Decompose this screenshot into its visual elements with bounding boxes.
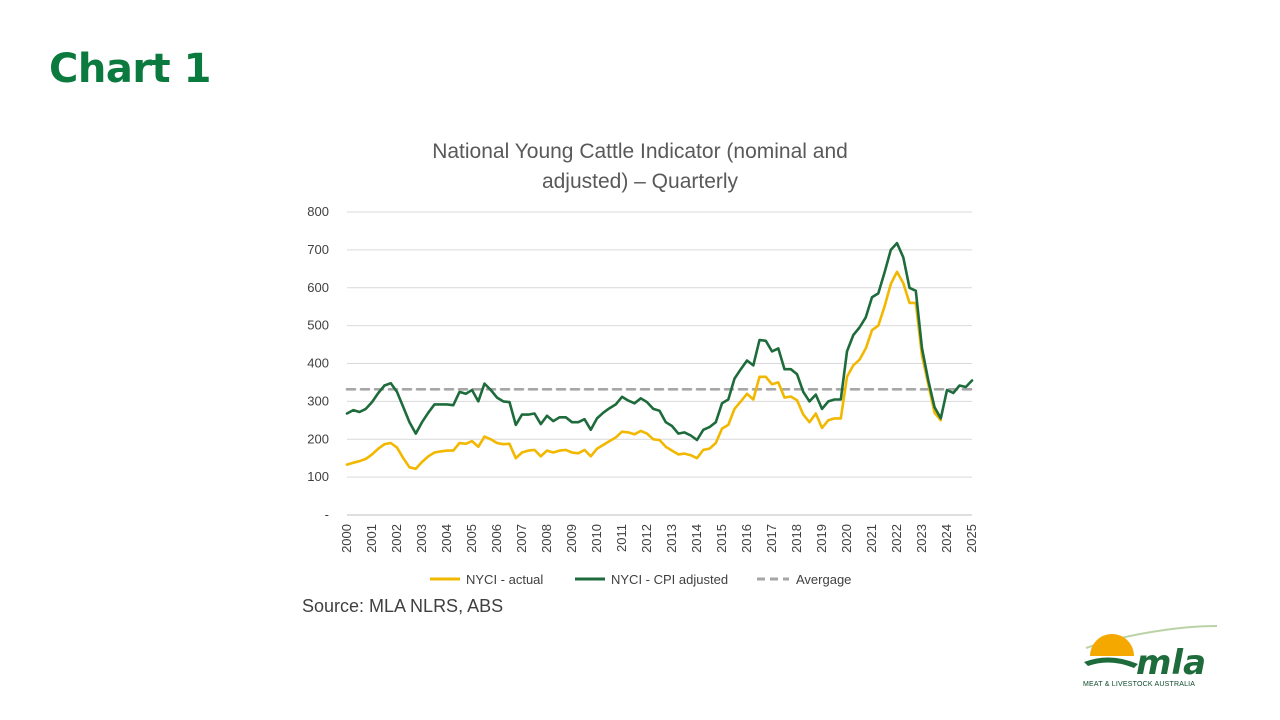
legend-label-adjusted: NYCI - CPI adjusted — [611, 572, 728, 587]
x-tick-label: 2025 — [964, 524, 979, 553]
x-tick-label: 2021 — [864, 524, 879, 553]
x-tick-label: 2013 — [664, 524, 679, 553]
source-note: Source: MLA NLRS, ABS — [302, 596, 504, 616]
x-tick-label: 2016 — [739, 524, 754, 553]
y-tick-label: 800 — [307, 204, 329, 219]
x-tick-label: 2024 — [939, 524, 954, 553]
y-tick-label: 500 — [307, 318, 329, 333]
logo-hill — [1084, 657, 1138, 668]
logo-tagline: MEAT & LIVESTOCK AUSTRALIA — [1083, 681, 1196, 688]
x-tick-label: 2018 — [789, 524, 804, 553]
x-tick-label: 2005 — [464, 524, 479, 553]
x-tick-label: 2017 — [764, 524, 779, 553]
chart-title-line-1: National Young Cattle Indicator (nominal… — [432, 140, 848, 163]
x-tick-label: 2022 — [889, 524, 904, 553]
x-tick-label: 2007 — [514, 524, 529, 553]
x-tick-label: 2012 — [639, 524, 654, 553]
x-tick-label: 2015 — [714, 524, 729, 553]
mla-logo: mla — [1084, 625, 1218, 683]
slide-title: Chart 1 — [49, 46, 211, 92]
x-tick-label: 2002 — [389, 524, 404, 553]
logo-wordmark: mla — [1136, 643, 1206, 683]
y-tick-label: 700 — [307, 242, 329, 257]
x-tick-label: 2003 — [414, 524, 429, 553]
y-axis-ticks: - 100 200 300 400 500 600 700 800 — [307, 204, 329, 522]
logo-sun — [1090, 634, 1134, 656]
x-tick-label: 2008 — [539, 524, 554, 553]
x-axis-ticks: 2000 2001 2002 2003 2004 2005 2006 2007 2008 2009… — [339, 524, 979, 553]
legend-label-average: Avergage — [796, 572, 851, 587]
x-tick-label: 2020 — [839, 524, 854, 553]
x-tick-label: 2000 — [339, 524, 354, 553]
legend-label-actual: NYCI - actual — [466, 572, 543, 587]
series-line-cpi-adjusted — [345, 241, 974, 442]
gridlines — [347, 211, 972, 516]
x-tick-label: 2019 — [814, 524, 829, 553]
x-tick-label: 2014 — [689, 524, 704, 553]
x-tick-label: 2023 — [914, 524, 929, 553]
series-lines — [345, 241, 974, 471]
y-tick-label: 100 — [307, 469, 329, 484]
series-line-actual — [345, 270, 943, 471]
y-tick-label: 200 — [307, 431, 329, 446]
y-tick-label: 300 — [307, 393, 329, 408]
x-tick-label: 2004 — [439, 524, 454, 553]
y-tick-label: 400 — [307, 356, 329, 371]
x-tick-label: 2011 — [614, 524, 629, 552]
y-tick-label: - — [325, 507, 329, 522]
x-tick-label: 2009 — [564, 524, 579, 553]
legend: NYCI - actual NYCI - CPI adjusted Averga… — [430, 572, 851, 587]
chart-title-line-2: adjusted) – Quarterly — [542, 170, 739, 193]
x-tick-label: 2006 — [489, 524, 504, 553]
x-tick-label: 2010 — [589, 524, 604, 553]
x-tick-label: 2001 — [364, 524, 379, 553]
y-tick-label: 600 — [307, 280, 329, 295]
